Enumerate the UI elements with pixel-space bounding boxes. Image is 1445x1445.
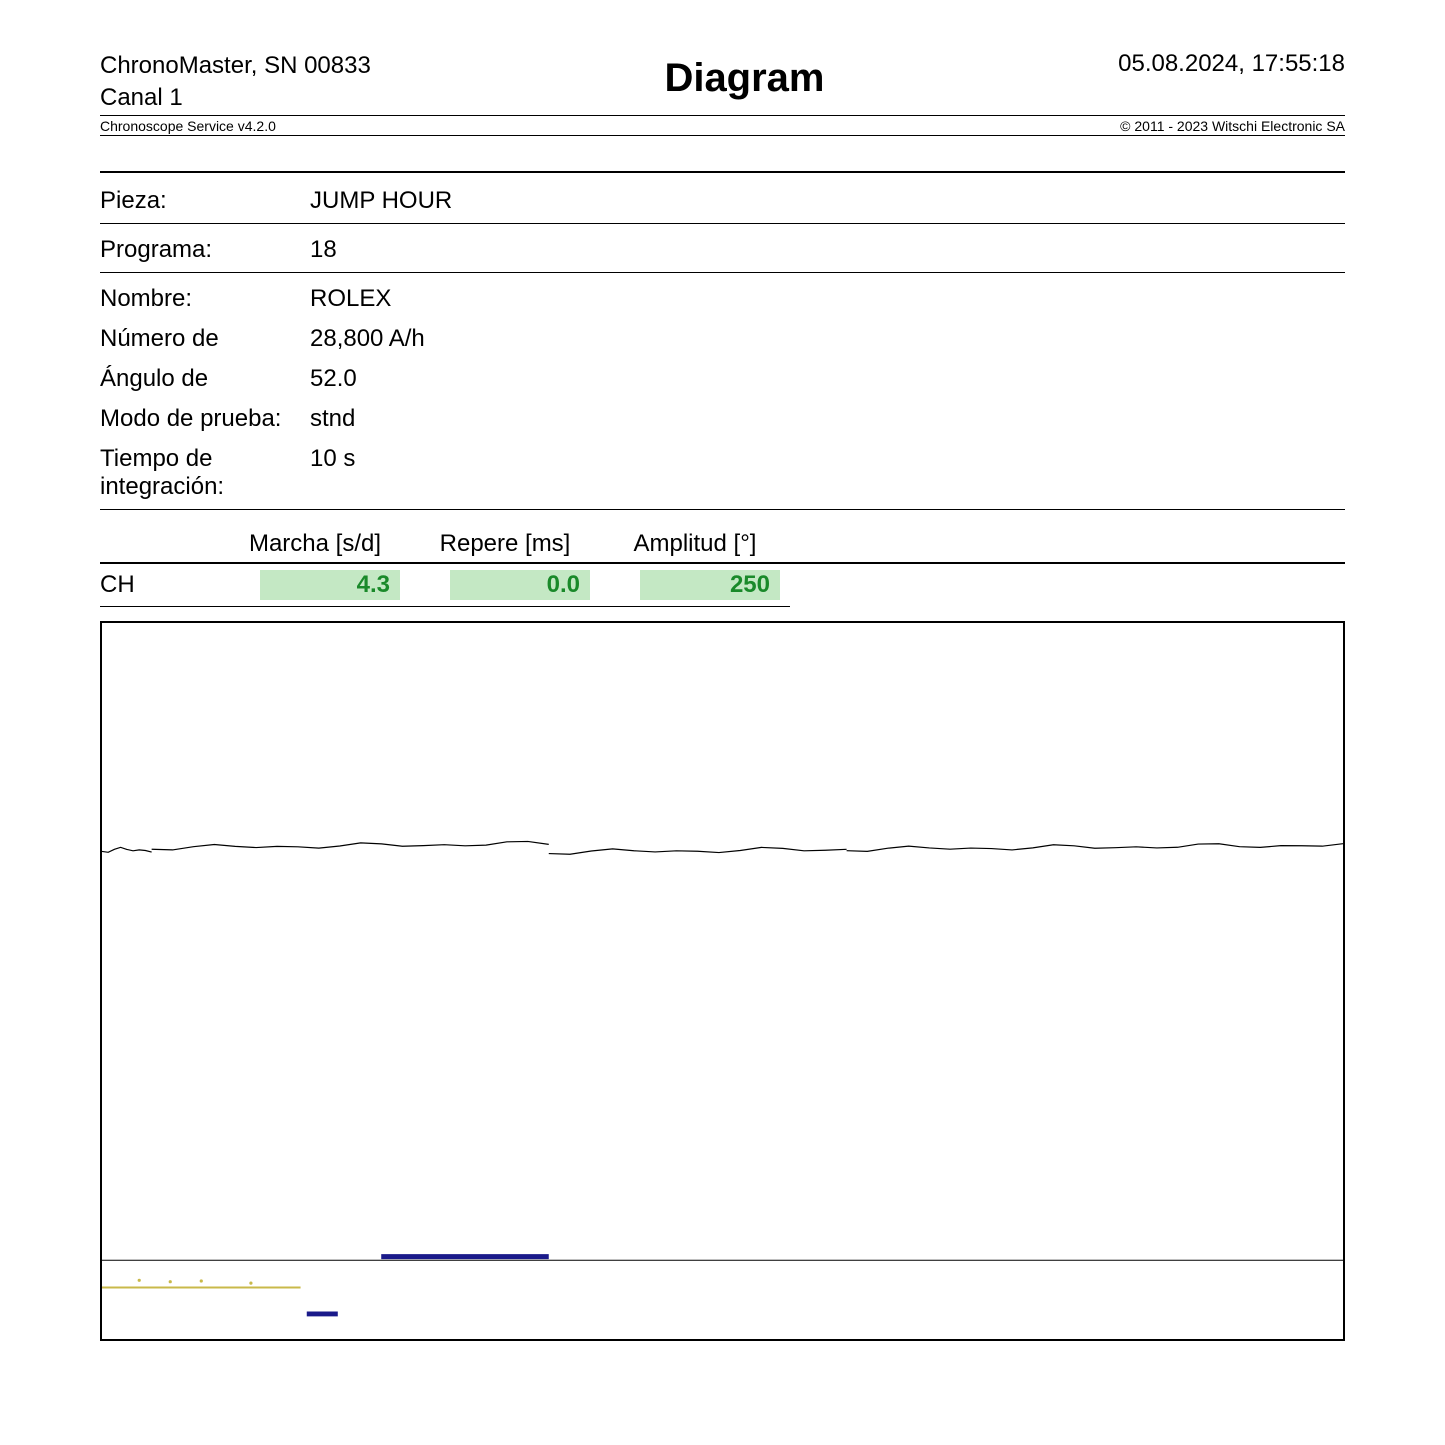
meas-header-rate: Marcha [s/d] [220,530,410,558]
info-row: Número de28,800 A/h [100,319,1345,359]
meas-amp-value: 250 [640,570,780,600]
meas-channel: CH [100,571,220,599]
info-row: Pieza:JUMP HOUR [100,181,1345,224]
software-version: Chronoscope Service v4.2.0 [100,118,276,134]
page-title: Diagram [371,50,1118,101]
measurement-block: Marcha [s/d] Repere [ms] Amplitud [°] CH… [100,530,1345,607]
chart-area [100,621,1345,1341]
meas-beat-value: 0.0 [450,570,590,600]
meas-header-beat: Repere [ms] [410,530,600,558]
info-value: stnd [310,405,1345,433]
header-rule-2 [100,135,1345,136]
info-value: 52.0 [310,365,1345,393]
info-label: Tiempo de integración: [100,445,310,501]
info-value: JUMP HOUR [310,187,1345,215]
channel-label: Canal 1 [100,82,371,114]
info-value: ROLEX [310,285,1345,313]
info-value: 18 [310,236,1345,264]
info-table: Pieza:JUMP HOURPrograma:18Nombre:ROLEXNú… [100,181,1345,510]
meas-header-ch [100,530,220,558]
info-label: Programa: [100,236,310,264]
info-label: Ángulo de [100,365,310,393]
chart-svg [102,623,1343,1339]
spacer [100,139,1345,173]
info-row: Modo de prueba:stnd [100,399,1345,439]
info-label: Pieza: [100,187,310,215]
meas-rate-value: 4.3 [260,570,400,600]
device-label: ChronoMaster, SN 00833 [100,50,371,82]
meas-header-amp: Amplitud [°] [600,530,790,558]
info-value: 10 s [310,445,1345,501]
info-label: Modo de prueba: [100,405,310,433]
info-row: Nombre:ROLEX [100,279,1345,319]
info-row: Tiempo de integración:10 s [100,439,1345,510]
info-row: Ángulo de52.0 [100,359,1345,399]
info-label: Nombre: [100,285,310,313]
info-value: 28,800 A/h [310,325,1345,353]
datetime-label: 05.08.2024, 17:55:18 [1118,50,1345,78]
copyright-label: © 2011 - 2023 Witschi Electronic SA [1120,118,1345,134]
info-row: Programa:18 [100,230,1345,273]
info-label: Número de [100,325,310,353]
